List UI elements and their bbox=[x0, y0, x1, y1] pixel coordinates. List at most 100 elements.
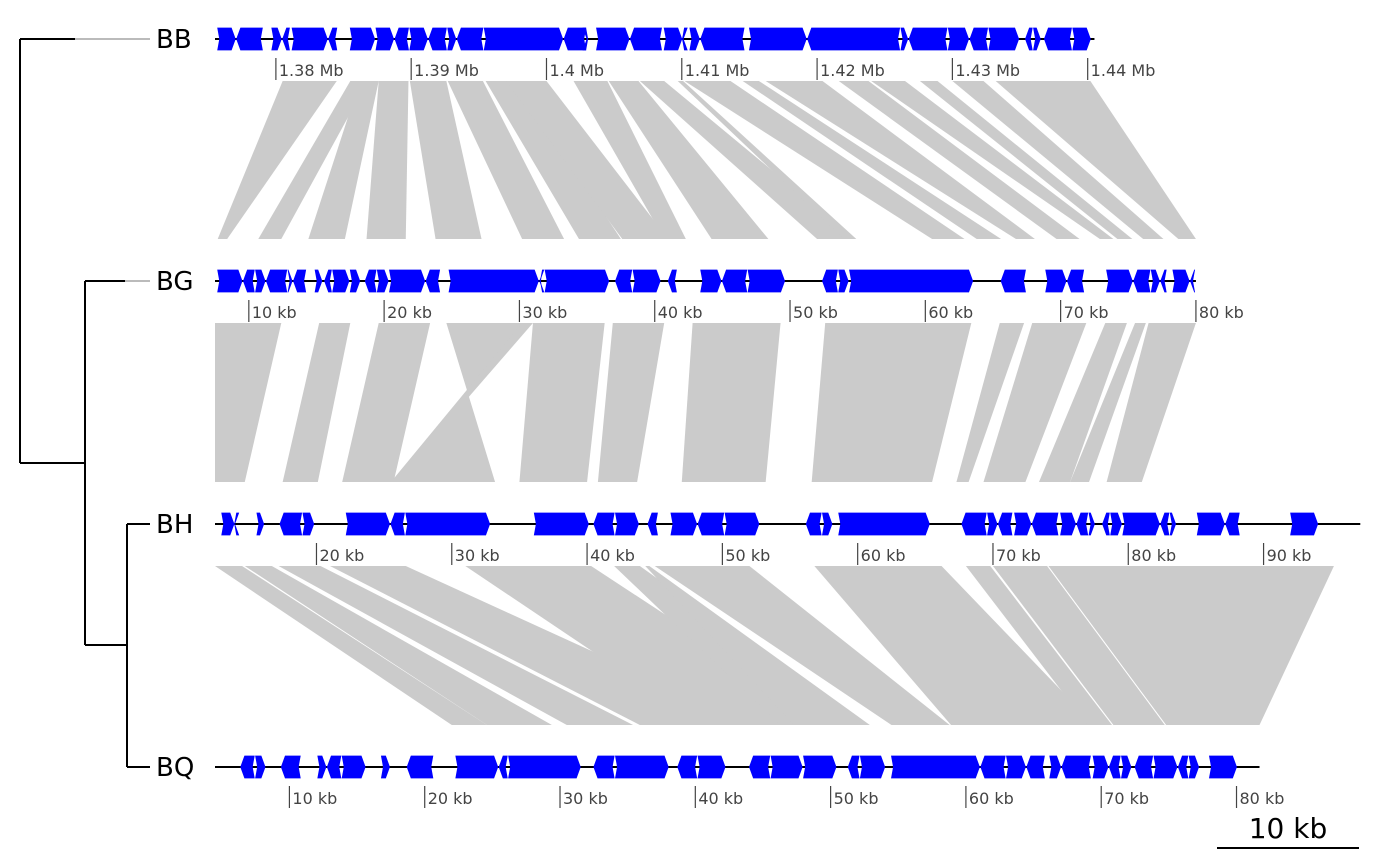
gene-bh-13 bbox=[670, 512, 698, 536]
axis-tick-label-bq-2: 20 kb bbox=[428, 789, 473, 808]
gene-bg-9 bbox=[332, 269, 350, 293]
gene-bb-6 bbox=[328, 27, 338, 51]
gene-bb-23 bbox=[748, 27, 807, 51]
gene-bq-12 bbox=[593, 755, 615, 779]
gene-bg-27 bbox=[1000, 269, 1026, 293]
gene-bh-17 bbox=[822, 512, 833, 536]
gene-bb-13 bbox=[456, 27, 484, 51]
gene-bg-20 bbox=[667, 269, 677, 293]
link-bb-bg-15 bbox=[765, 81, 1035, 239]
gene-bq-23 bbox=[1006, 755, 1026, 779]
gene-bq-18 bbox=[803, 755, 837, 779]
gene-bq-9 bbox=[455, 755, 499, 779]
axis-tick-label-bh-8: 90 kb bbox=[1267, 546, 1312, 565]
axis-tick-label-bb-3: 1.4 Mb bbox=[549, 61, 604, 80]
gene-bg-7 bbox=[314, 269, 323, 293]
gene-bb-25 bbox=[900, 27, 909, 51]
gene-bb-29 bbox=[988, 27, 1020, 51]
gene-bb-26 bbox=[908, 27, 948, 51]
gene-bg-21 bbox=[700, 269, 722, 293]
gene-bb-1 bbox=[217, 27, 236, 51]
gene-bh-25 bbox=[1076, 512, 1089, 536]
link-bb-bg-4 bbox=[366, 81, 409, 239]
axis-tick-label-bg-1: 10 kb bbox=[252, 303, 297, 322]
gene-bh-12 bbox=[647, 512, 658, 536]
axis-tick-label-bq-8: 80 kb bbox=[1240, 789, 1285, 808]
gene-bb-7 bbox=[349, 27, 376, 51]
gene-bb-16 bbox=[582, 27, 589, 51]
link-bg-bh-2 bbox=[282, 323, 351, 482]
gene-bq-25 bbox=[1049, 755, 1062, 779]
gene-bh-24 bbox=[1060, 512, 1076, 536]
axis-tick-label-bg-5: 50 kb bbox=[793, 303, 838, 322]
gene-bq-26 bbox=[1061, 755, 1091, 779]
axis-tick-label-bh-7: 80 kb bbox=[1131, 546, 1176, 565]
gene-bq-34 bbox=[1208, 755, 1237, 779]
axis-tick-label-bb-4: 1.41 Mb bbox=[685, 61, 750, 80]
link-bg-bh-12 bbox=[1038, 323, 1127, 482]
gene-bq-11 bbox=[508, 755, 581, 779]
link-bg-bh-10 bbox=[956, 323, 1025, 482]
axis-tick-label-bq-7: 70 kb bbox=[1104, 789, 1149, 808]
gene-bh-34 bbox=[1290, 512, 1319, 536]
gene-bh-1 bbox=[221, 512, 235, 536]
gene-bq-32 bbox=[1177, 755, 1189, 779]
link-bb-bg-19 bbox=[952, 81, 1164, 239]
link-bh-bq-7 bbox=[645, 566, 870, 725]
gene-bq-28 bbox=[1108, 755, 1121, 779]
gene-bg-3 bbox=[255, 269, 266, 293]
gene-bg-2 bbox=[242, 269, 255, 293]
gene-bg-10 bbox=[349, 269, 361, 293]
sequence-label-bb: BB bbox=[156, 25, 192, 55]
gene-bq-2 bbox=[255, 755, 266, 779]
homology-links bbox=[215, 81, 1334, 725]
gene-bb-15 bbox=[563, 27, 587, 51]
axis-tick-label-bh-4: 50 kb bbox=[725, 546, 770, 565]
scale-bar-label: 10 kb bbox=[1249, 812, 1328, 845]
gene-bq-1 bbox=[240, 755, 255, 779]
gene-bg-31 bbox=[1133, 269, 1151, 293]
link-bb-bg-11 bbox=[639, 81, 855, 239]
sequence-label-bh: BH bbox=[156, 510, 193, 540]
link-bg-bh-1 bbox=[215, 323, 282, 482]
gene-bg-25 bbox=[838, 269, 849, 293]
gene-bq-3 bbox=[280, 755, 301, 779]
gene-bg-22 bbox=[721, 269, 748, 293]
gene-bh-2 bbox=[234, 512, 240, 536]
tree-clade-bg-bh-bq bbox=[84, 280, 127, 646]
gene-bg-32 bbox=[1150, 269, 1160, 293]
link-bb-bg-18 bbox=[919, 81, 1133, 239]
gene-bb-24 bbox=[807, 27, 901, 51]
gene-bh-5 bbox=[302, 512, 315, 536]
gene-bh-8 bbox=[405, 512, 491, 536]
gene-bb-20 bbox=[682, 27, 688, 51]
sequence-label-bg: BG bbox=[156, 267, 194, 297]
gene-bb-12 bbox=[447, 27, 457, 51]
gene-bq-30 bbox=[1134, 755, 1154, 779]
sequence-label-bq: BQ bbox=[156, 753, 194, 783]
link-bb-bg-9 bbox=[573, 81, 686, 239]
gene-bg-17 bbox=[544, 269, 610, 293]
gene-bg-35 bbox=[1190, 269, 1196, 293]
axis-tick-label-bb-5: 1.42 Mb bbox=[820, 61, 885, 80]
gene-bb-8 bbox=[375, 27, 395, 51]
gene-bh-16 bbox=[805, 512, 822, 536]
link-bb-bg-7 bbox=[485, 81, 621, 239]
gene-bq-22 bbox=[980, 755, 1006, 779]
gene-bq-33 bbox=[1188, 755, 1200, 779]
link-bb-bg-8 bbox=[505, 81, 669, 239]
gene-bh-30 bbox=[1160, 512, 1170, 536]
axis-tick-label-bg-7: 70 kb bbox=[1064, 303, 1109, 322]
link-bg-bh-7 bbox=[597, 323, 665, 482]
gene-bq-27 bbox=[1092, 755, 1109, 779]
gene-bb-33 bbox=[1072, 27, 1091, 51]
gene-bh-28 bbox=[1110, 512, 1122, 536]
gene-bq-5 bbox=[326, 755, 342, 779]
gene-bb-21 bbox=[689, 27, 700, 51]
gene-bg-18 bbox=[615, 269, 633, 293]
gene-bq-4 bbox=[317, 755, 327, 779]
gene-bq-13 bbox=[615, 755, 669, 779]
axis-tick-label-bq-6: 60 kb bbox=[969, 789, 1014, 808]
gene-bg-24 bbox=[822, 269, 838, 293]
